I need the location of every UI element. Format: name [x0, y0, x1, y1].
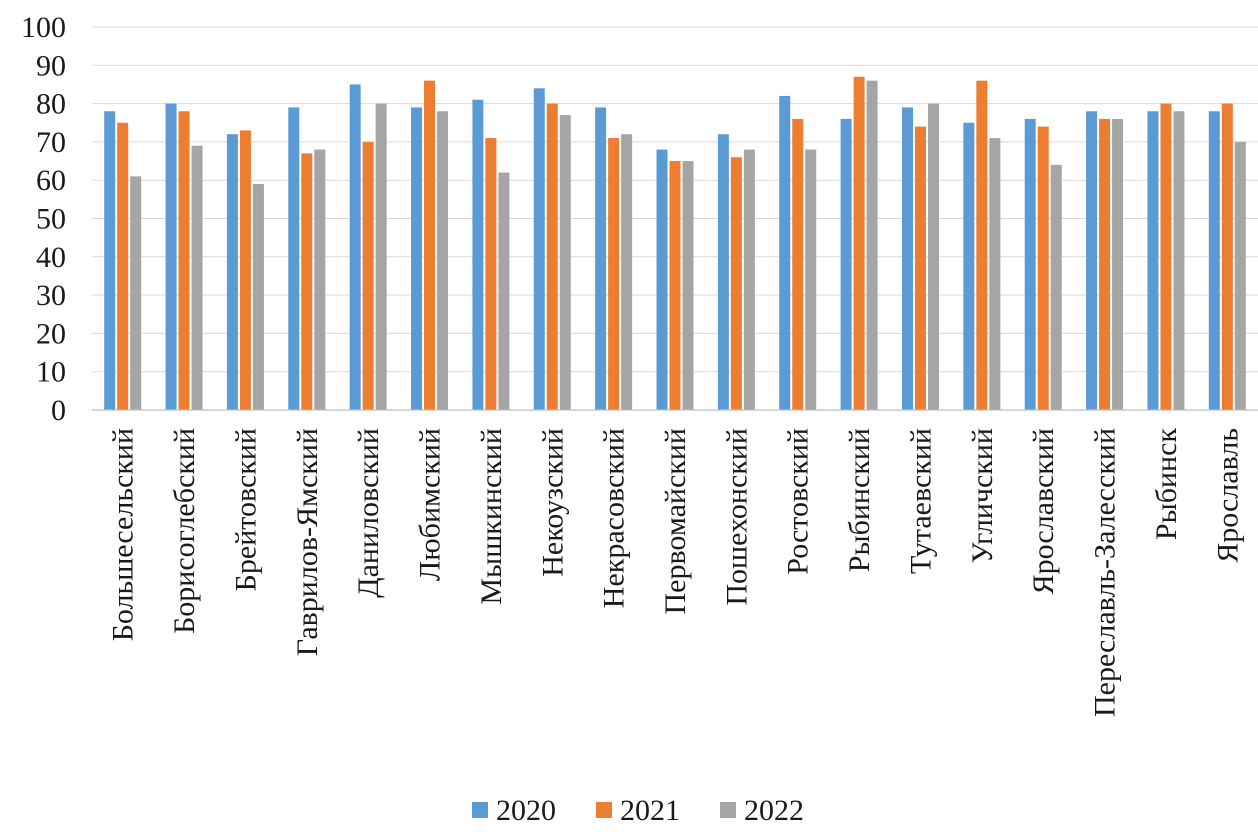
bar-2020 [349, 84, 361, 410]
bars [104, 76, 1246, 411]
bar-2022 [866, 80, 878, 411]
bar-2020 [1208, 111, 1220, 410]
bar-2021 [301, 153, 313, 410]
bar-2020 [963, 122, 975, 410]
bar-2021 [669, 161, 681, 410]
bar-2021 [1221, 103, 1233, 410]
bar-2022 [989, 138, 1001, 410]
y-tick-label: 100 [21, 11, 66, 44]
x-axis-category-labels: Большесельский Борисоглебский Брейтовский Г… [107, 428, 1245, 717]
y-tick-label: 10 [36, 356, 66, 389]
y-tick-label: 80 [36, 88, 66, 121]
y-tick-label: 40 [36, 241, 66, 274]
bar-2022 [682, 161, 694, 410]
bar-2021 [424, 80, 436, 411]
bar-2020 [595, 107, 607, 411]
bar-2022 [130, 176, 142, 410]
y-tick-label: 70 [36, 126, 66, 159]
bar-2020 [226, 134, 238, 411]
bar-2021 [730, 157, 742, 410]
bar-2020 [840, 118, 852, 411]
legend-label: 2021 [620, 794, 680, 827]
x-category-label: Пошехонский [720, 428, 753, 606]
bar-2021 [1099, 118, 1111, 411]
x-category-label: Мышкинский [475, 428, 508, 605]
bar-2020 [533, 88, 545, 410]
bar-2022 [437, 111, 449, 410]
bar-2022 [375, 103, 387, 410]
x-category-label: Ярославский [1027, 428, 1060, 594]
bar-2020 [165, 103, 177, 410]
bar-2021 [546, 103, 558, 410]
legend-label: 2022 [744, 794, 804, 827]
bar-2022 [1050, 164, 1062, 410]
bar-2020 [1024, 118, 1036, 411]
bar-2022 [559, 115, 571, 410]
bar-2021 [914, 126, 926, 410]
x-category-label: Брейтовский [229, 428, 262, 591]
bar-2022 [805, 149, 817, 410]
bar-2022 [191, 145, 203, 411]
bar-2020 [901, 107, 913, 411]
y-axis-ticks: 0 10 20 30 40 50 60 70 80 90 100 [21, 11, 66, 427]
bar-2020 [411, 107, 423, 411]
x-category-label: Ярославль [1211, 428, 1244, 563]
bar-2021 [608, 138, 620, 410]
x-category-label: Первомайский [659, 428, 692, 615]
bar-2021 [485, 138, 497, 410]
bar-2022 [621, 134, 633, 411]
bar-2020 [1086, 111, 1098, 410]
bar-2020 [1147, 111, 1159, 410]
y-tick-label: 50 [36, 203, 66, 236]
x-category-label: Рыбинский [843, 428, 876, 572]
bar-2022 [252, 184, 264, 410]
x-category-label: Даниловский [352, 428, 385, 598]
y-tick-label: 60 [36, 164, 66, 197]
bar-2022 [498, 172, 510, 410]
bar-2020 [288, 107, 300, 411]
bar-2021 [792, 118, 804, 411]
x-category-label: Тутаевский [904, 428, 937, 574]
bar-2021 [239, 130, 251, 410]
y-tick-label: 0 [51, 394, 66, 427]
legend-swatch-2020 [472, 802, 488, 818]
bar-2022 [314, 149, 326, 410]
x-category-label: Борисоглебский [168, 428, 201, 634]
bar-2022 [1234, 141, 1246, 410]
bar-2020 [717, 134, 729, 411]
x-category-label: Некрасовский [598, 428, 631, 608]
bar-2020 [779, 95, 791, 410]
bar-2021 [1160, 103, 1172, 410]
bar-2021 [178, 111, 190, 410]
legend-label: 2020 [496, 794, 556, 827]
y-tick-label: 20 [36, 317, 66, 350]
x-category-label: Ростовский [782, 428, 815, 575]
bar-2021 [976, 80, 988, 411]
x-category-label: Переславль-Залесский [1089, 428, 1122, 717]
x-category-label: Рыбинск [1150, 428, 1183, 541]
bar-2020 [472, 99, 484, 411]
x-category-label: Некоузский [536, 428, 569, 577]
bar-2021 [117, 122, 129, 410]
bar-2021 [1037, 126, 1049, 410]
bar-2022 [927, 103, 939, 410]
bar-2021 [362, 141, 374, 410]
legend-swatch-2022 [720, 802, 736, 818]
bar-2022 [1112, 118, 1124, 411]
bar-2022 [1173, 111, 1185, 410]
x-category-label: Угличский [966, 428, 999, 564]
y-tick-label: 90 [36, 49, 66, 82]
legend-swatch-2021 [596, 802, 612, 818]
x-category-label: Любимский [414, 428, 447, 581]
legend: 2020 2021 2022 [472, 794, 804, 827]
x-category-label: Гаврилов-Ямский [291, 428, 324, 656]
bar-2021 [853, 76, 865, 410]
y-tick-label: 30 [36, 279, 66, 312]
x-category-label: Большесельский [107, 428, 140, 641]
bar-2020 [656, 149, 668, 410]
bar-2020 [104, 111, 116, 410]
bar-2022 [743, 149, 755, 410]
